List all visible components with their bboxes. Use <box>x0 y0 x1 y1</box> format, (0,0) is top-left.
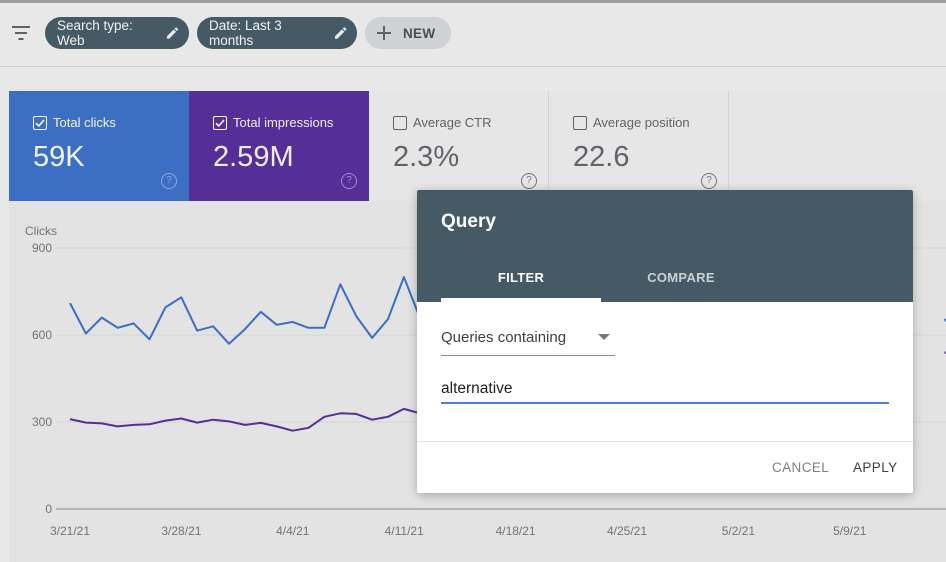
plus-icon <box>377 26 391 40</box>
series-line-0 <box>69 276 946 345</box>
x-tick-label: 3/28/21 <box>161 524 201 538</box>
metric-label: Average position <box>593 115 690 130</box>
metric-label: Total impressions <box>233 115 334 130</box>
date-range-chip-label: Date: Last 3 months <box>209 18 282 48</box>
metric-card-total-impressions[interactable]: Total impressions 2.59M ? <box>189 91 369 201</box>
filter-bar: Search type: Web Date: Last 3 months NEW <box>0 3 946 67</box>
help-icon[interactable]: ? <box>701 173 717 189</box>
date-range-chip[interactable]: Date: Last 3 months <box>197 17 357 49</box>
y-axis-title: Clicks <box>25 224 57 238</box>
y-tick-label: 600 <box>32 328 52 342</box>
new-filter-button[interactable]: NEW <box>365 17 451 49</box>
metric-value: 59K <box>33 141 85 173</box>
checkmark-icon <box>35 119 45 128</box>
metric-value: 22.6 <box>573 141 630 173</box>
y-tick-label: 900 <box>32 241 52 255</box>
operator-dropdown-value: Queries containing <box>441 329 567 346</box>
metric-label: Total clicks <box>53 115 116 130</box>
edit-pencil-icon[interactable] <box>166 26 179 40</box>
x-tick-label: 5/2/21 <box>722 524 756 538</box>
checkmark-icon <box>215 119 225 128</box>
x-tick-label: 4/18/21 <box>496 524 536 538</box>
x-tick-label: 4/25/21 <box>607 524 647 538</box>
x-tick-label: 5/9/21 <box>833 524 867 538</box>
help-icon[interactable]: ? <box>341 173 357 189</box>
y-tick-label: 0 <box>45 502 52 516</box>
search-type-chip-label: Search type: Web <box>57 18 133 48</box>
metric-value: 2.3% <box>393 141 460 173</box>
series-line-1 <box>69 351 946 432</box>
metric-label: Average CTR <box>413 115 492 130</box>
performance-chart: Clicks 900 600 300 0 3/21/21 3/28/21 4/4/21 4/… <box>25 224 946 538</box>
tab-compare[interactable]: COMPARE <box>647 270 715 285</box>
checkbox-total-impressions[interactable] <box>213 116 227 130</box>
metric-card-average-position[interactable]: Average position 22.6 ? <box>549 91 729 201</box>
filter-icon[interactable] <box>11 25 31 41</box>
dialog-divider <box>417 441 913 442</box>
search-type-chip[interactable]: Search type: Web <box>45 17 189 49</box>
top-edge <box>0 0 946 3</box>
cancel-button[interactable]: CANCEL <box>772 460 830 475</box>
x-tick-label: 3/21/21 <box>50 524 90 538</box>
x-tick-label: 4/11/21 <box>385 524 424 538</box>
metric-card-spacer <box>729 91 946 201</box>
y-tick-label: 300 <box>32 415 52 429</box>
active-tab-indicator <box>441 298 601 302</box>
dialog-title: Query <box>441 211 496 232</box>
metric-value: 2.59M <box>213 141 294 173</box>
operator-dropdown[interactable]: Queries containing <box>441 326 615 356</box>
checkbox-total-clicks[interactable] <box>33 116 47 130</box>
checkbox-average-position[interactable] <box>573 116 587 130</box>
dropdown-caret-icon <box>598 334 610 340</box>
query-value-input[interactable] <box>441 376 889 404</box>
metric-card-average-ctr[interactable]: Average CTR 2.3% ? <box>369 91 549 201</box>
tab-filter[interactable]: FILTER <box>497 270 545 285</box>
x-tick-label: 4/4/21 <box>276 524 310 538</box>
metric-card-total-clicks[interactable]: Total clicks 59K ? <box>9 91 189 201</box>
query-filter-dialog: Query FILTER COMPARE Queries containing … <box>417 190 913 493</box>
help-icon[interactable]: ? <box>521 173 537 189</box>
checkbox-average-ctr[interactable] <box>393 116 407 130</box>
help-icon[interactable]: ? <box>161 173 177 189</box>
dialog-header: Query FILTER COMPARE <box>417 190 913 302</box>
apply-button[interactable]: APPLY <box>853 460 898 475</box>
edit-pencil-icon[interactable] <box>334 26 347 40</box>
new-filter-label: NEW <box>403 25 436 41</box>
